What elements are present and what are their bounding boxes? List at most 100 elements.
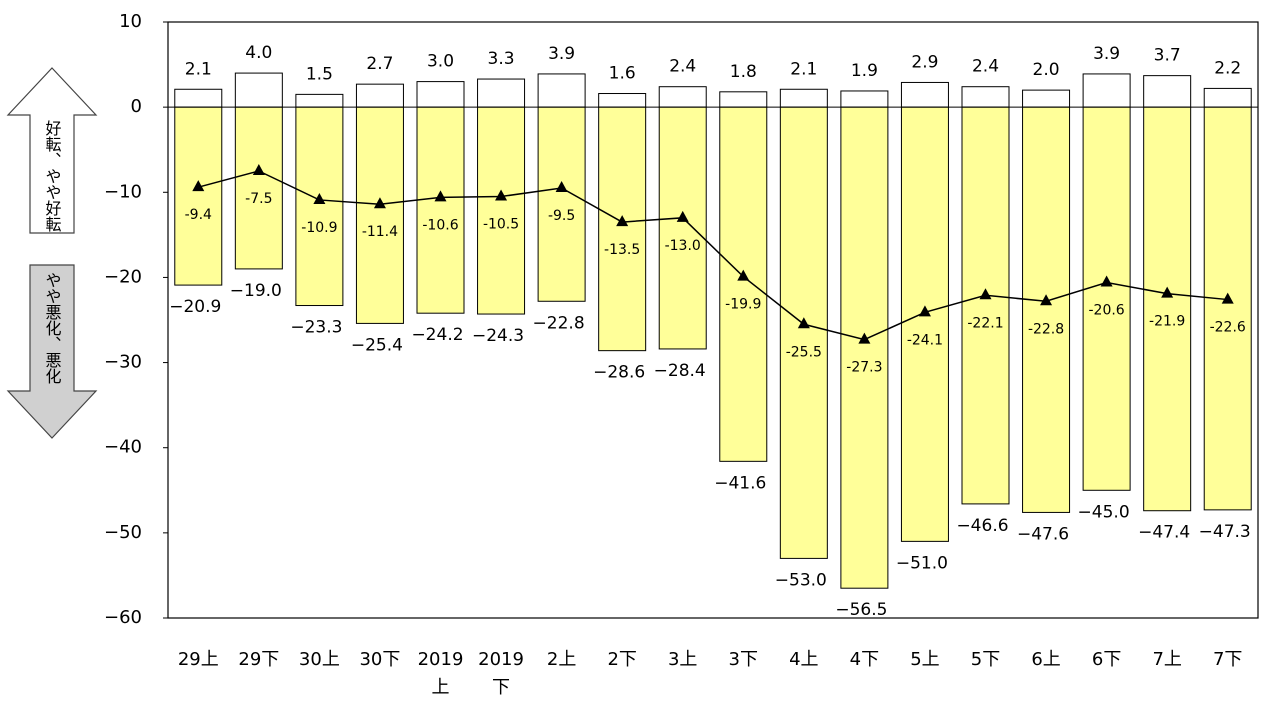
data-label: -25.5: [786, 344, 822, 360]
bar: [537, 73, 586, 108]
x-tick-label: 2下: [607, 649, 636, 670]
y-tick-label: −20: [104, 266, 142, 287]
bar: [1082, 106, 1131, 491]
data-label: -9.4: [185, 207, 212, 223]
data-label: 1.5: [306, 64, 333, 84]
bar: [234, 72, 283, 108]
x-tick-label: 4下: [850, 649, 879, 670]
data-label: -27.3: [846, 360, 882, 376]
data-label: -22.8: [1028, 321, 1064, 337]
bar: [961, 86, 1010, 108]
data-label: 2.2: [1214, 58, 1241, 78]
bar: [961, 106, 1010, 505]
data-label: −47.3: [1199, 522, 1251, 542]
data-label: -13.5: [604, 242, 640, 258]
bar: [900, 106, 949, 542]
data-label: −47.6: [1017, 524, 1069, 544]
x-tick-label: 30下: [359, 649, 400, 670]
data-label: -11.4: [362, 224, 398, 240]
line-marker: [1161, 286, 1174, 298]
y-tick-label: 10: [119, 11, 142, 32]
x-tick-label: 2019 上: [418, 649, 464, 697]
x-tick-label: 7下: [1213, 649, 1242, 670]
y-tick-label: −50: [104, 522, 142, 543]
bar: [174, 88, 223, 108]
data-label: 3.7: [1154, 46, 1181, 66]
data-label: 2.7: [366, 54, 393, 74]
line-marker: [373, 197, 386, 209]
y-tick-label: −60: [104, 607, 142, 628]
line-marker: [192, 180, 205, 192]
data-label: -10.6: [422, 217, 458, 233]
data-label: 2.1: [790, 59, 817, 79]
bar: [1022, 106, 1071, 513]
data-label: 2.4: [972, 57, 999, 77]
x-tick-label: 5上: [910, 649, 939, 670]
down-arrow: [6, 264, 98, 439]
bar: [295, 93, 344, 108]
bar: [477, 78, 526, 108]
bar: [234, 106, 283, 270]
data-label: −19.0: [230, 281, 282, 301]
data-label: -24.1: [907, 332, 943, 348]
line-marker: [737, 269, 750, 281]
data-label: 2.1: [185, 59, 212, 79]
data-label: −51.0: [896, 553, 948, 573]
bar: [840, 90, 889, 108]
x-tick-label: 30上: [299, 649, 340, 670]
data-label: −28.4: [654, 361, 706, 381]
bar: [355, 106, 404, 324]
y-tick-label: −30: [104, 352, 142, 373]
data-label: 2.0: [1033, 60, 1060, 80]
data-label: −22.8: [533, 313, 585, 333]
y-tick-label: −10: [104, 181, 142, 202]
data-label: −46.6: [956, 516, 1008, 536]
data-label: −53.0: [775, 570, 827, 590]
data-label: 3.9: [548, 44, 575, 64]
data-label: -22.1: [967, 315, 1003, 331]
data-label: 3.3: [488, 49, 515, 69]
x-tick-label: 4上: [789, 649, 818, 670]
bar: [1203, 87, 1252, 108]
bar: [416, 81, 465, 108]
data-label: -9.5: [548, 208, 575, 224]
data-label: −23.3: [290, 318, 342, 338]
line-marker: [1040, 294, 1053, 306]
line-marker: [797, 317, 810, 329]
data-label: 1.6: [609, 64, 636, 84]
bar: [537, 106, 586, 302]
data-label: -20.6: [1088, 303, 1124, 319]
data-label: 3.0: [427, 52, 454, 72]
bar: [1143, 106, 1192, 512]
data-label: −56.5: [835, 600, 887, 620]
line-marker: [1100, 275, 1113, 287]
x-tick-label: 7上: [1152, 649, 1181, 670]
data-label: -13.0: [665, 238, 701, 254]
bar: [1143, 75, 1192, 108]
bar: [900, 81, 949, 108]
x-tick-label: 6下: [1092, 649, 1121, 670]
line-marker: [918, 305, 931, 317]
line-marker: [979, 288, 992, 300]
bar: [174, 106, 223, 286]
bar: [416, 106, 465, 314]
x-tick-label: 2019 下: [478, 649, 524, 697]
x-tick-label: 3下: [729, 649, 758, 670]
data-label: 1.9: [851, 61, 878, 81]
data-label: 4.0: [245, 43, 272, 63]
bar: [477, 106, 526, 315]
data-label: −20.9: [169, 297, 221, 317]
line-marker: [676, 210, 689, 222]
annotation: やや悪化、悪化: [43, 272, 62, 384]
data-label: 2.9: [911, 52, 938, 72]
data-label: 2.4: [669, 57, 696, 77]
plot-frame: [167, 21, 1259, 619]
x-tick-label: 6上: [1031, 649, 1060, 670]
x-tick-label: 29上: [178, 649, 219, 670]
bar: [598, 93, 647, 108]
data-label: -7.5: [245, 191, 272, 207]
annotation: 好転、やや好転: [43, 120, 62, 232]
y-tick-label: 0: [131, 96, 142, 117]
bar: [1082, 73, 1131, 108]
data-label: −41.6: [714, 473, 766, 493]
